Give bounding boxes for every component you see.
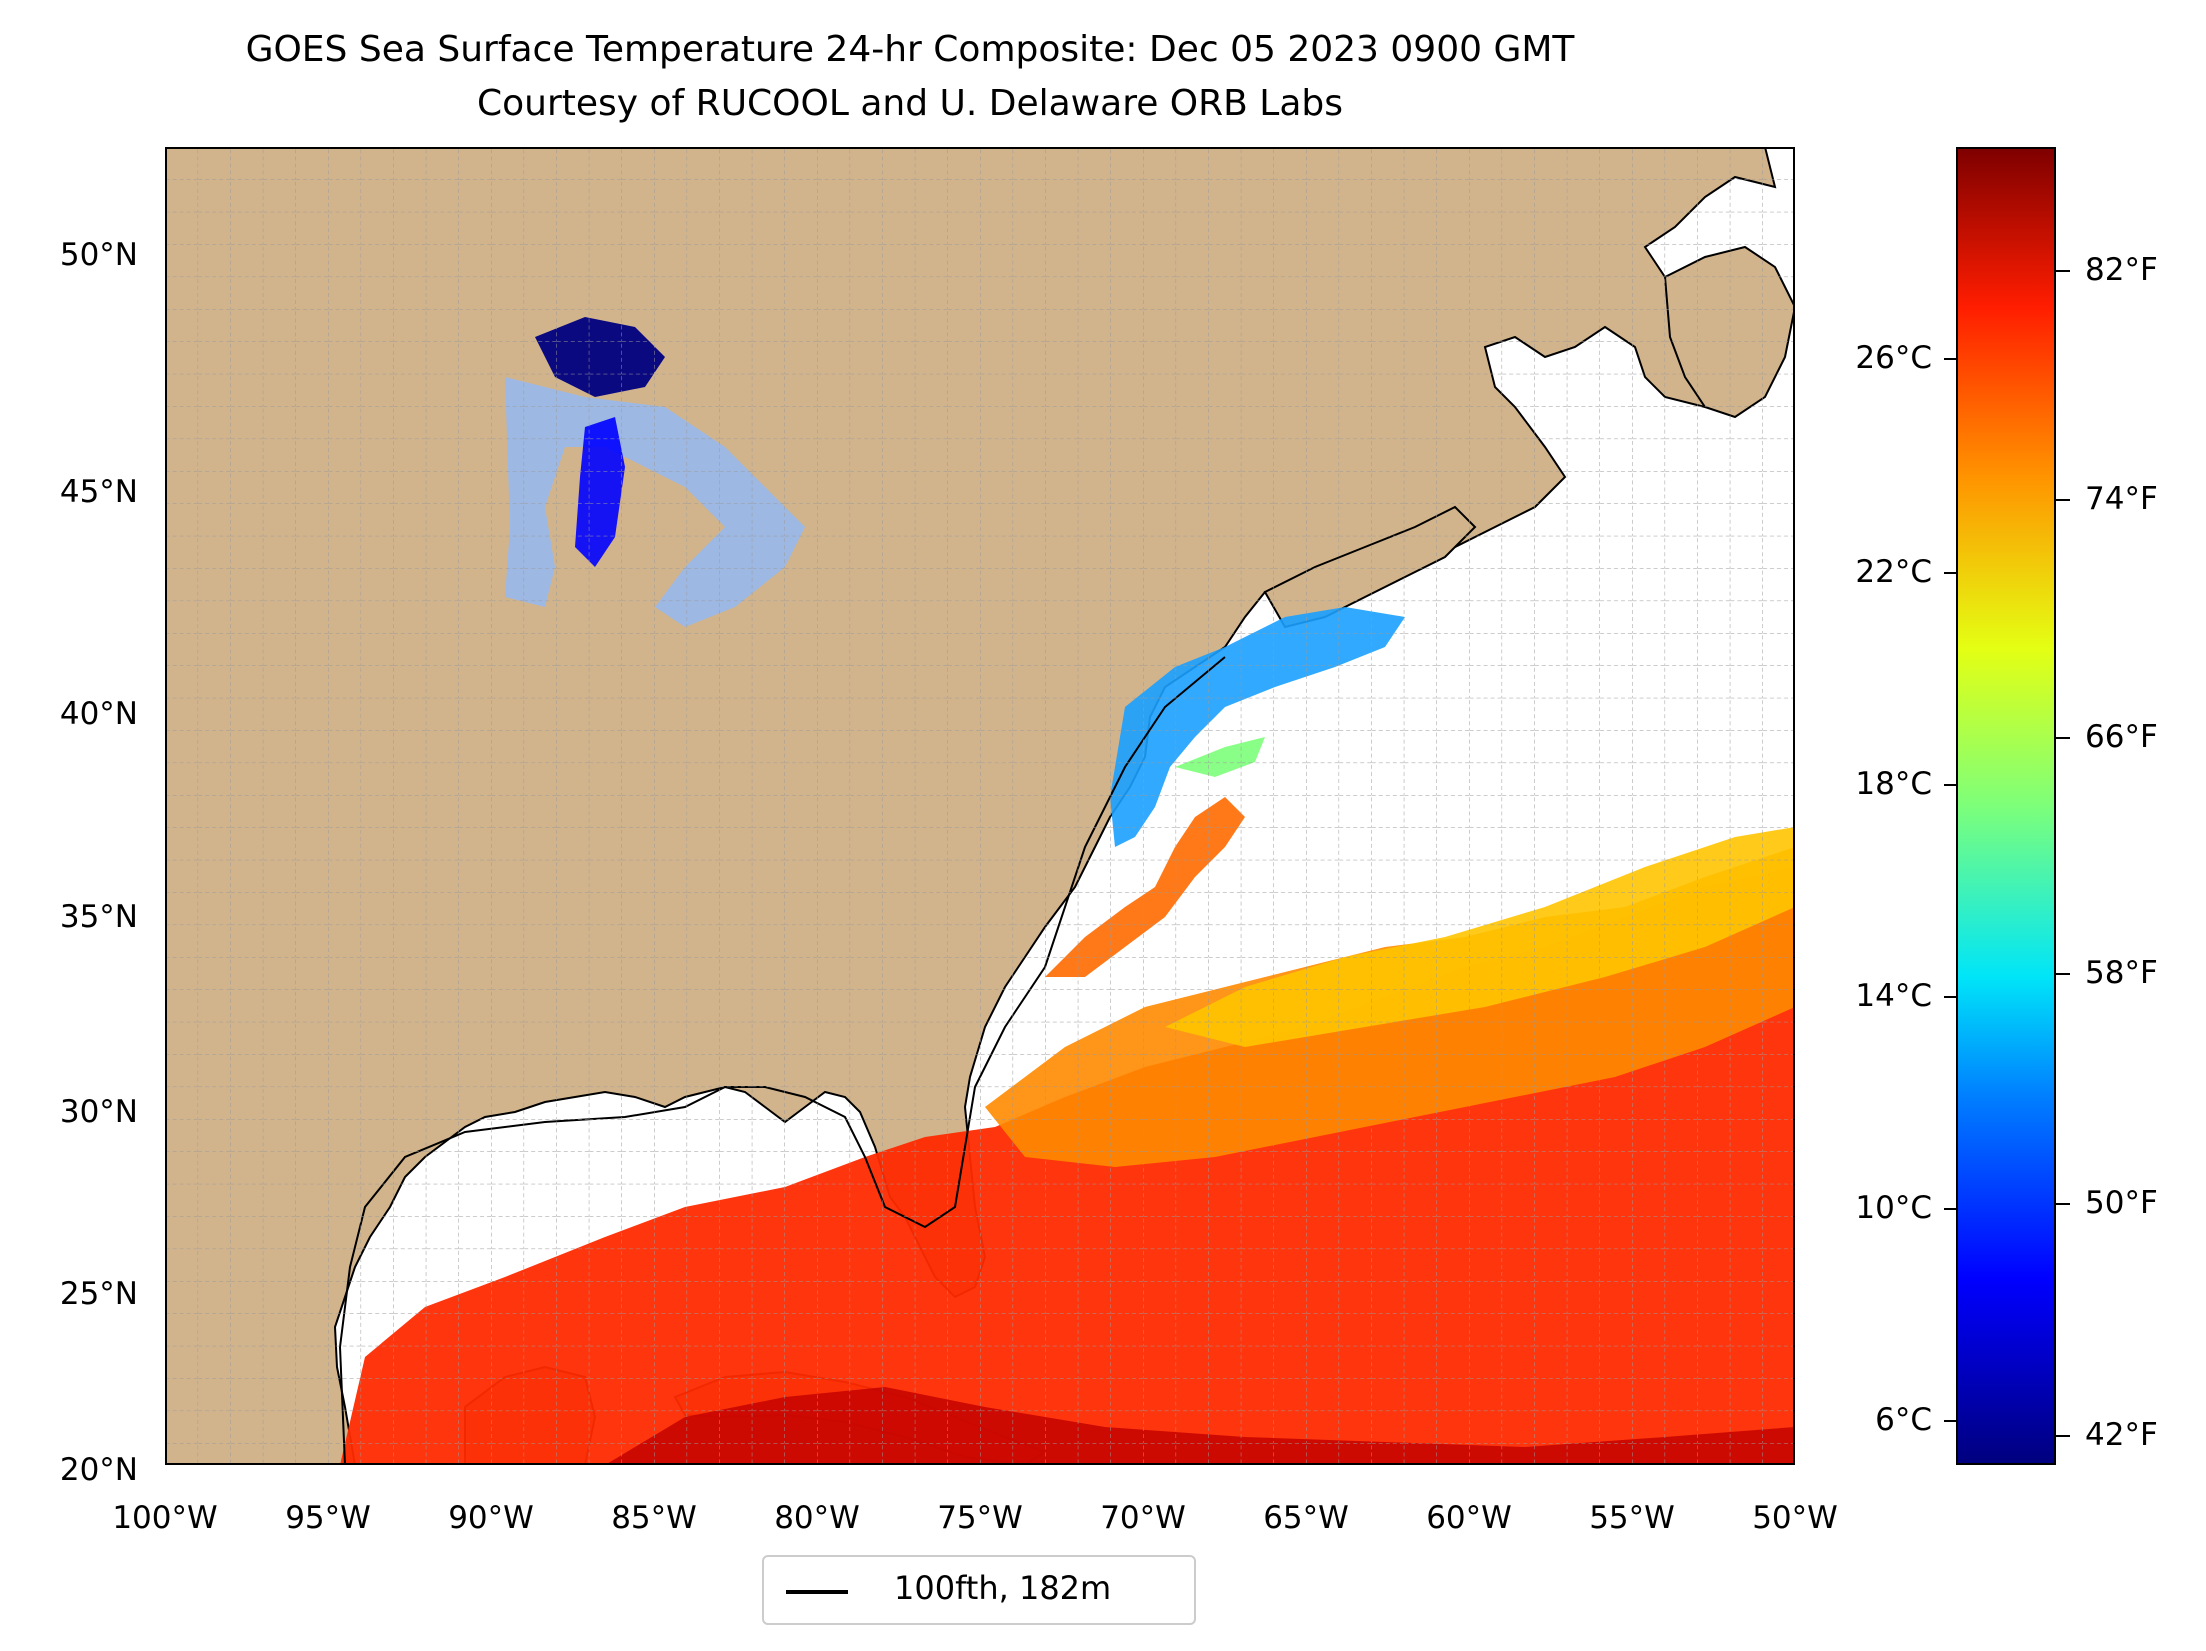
lon-tick-label: 65°W [1263, 1500, 1349, 1536]
colorbar-tickmark [2056, 1203, 2070, 1205]
lat-tick-label: 40°N [59, 696, 138, 732]
colorbar-tickmark [2056, 737, 2070, 739]
colorbar-tickmark [1944, 1208, 1958, 1210]
sst-map [164, 146, 1797, 1467]
lon-tick-label: 60°W [1426, 1500, 1512, 1536]
lon-tick-label: 55°W [1589, 1500, 1675, 1536]
lon-tick-label: 80°W [774, 1500, 860, 1536]
map-legend: 100fth, 182m [762, 1555, 1196, 1625]
colorbar-tickmark [1944, 572, 1958, 574]
colorbar-tickmark [1944, 358, 1958, 360]
lat-tick-label: 20°N [59, 1452, 138, 1488]
colorbar-celsius-label: 18°C [1855, 766, 1932, 802]
lat-tick-label: 45°N [59, 474, 138, 510]
lon-tick-label: 90°W [448, 1500, 534, 1536]
map-gridlines [165, 147, 1795, 1465]
lat-tick-label: 50°N [59, 237, 138, 273]
colorbar-fahrenheit-label: 50°F [2085, 1185, 2158, 1221]
colorbar-fahrenheit-label: 82°F [2085, 252, 2158, 288]
colorbar-celsius-label: 6°C [1875, 1402, 1932, 1438]
map-title-line-2: Courtesy of RUCOOL and U. Delaware ORB L… [476, 83, 1344, 124]
lon-tick-label: 50°W [1752, 1500, 1838, 1536]
map-border [165, 147, 1795, 1465]
map-title-line-1: GOES Sea Surface Temperature 24-hr Compo… [245, 29, 1575, 70]
colorbar-tickmark [1944, 784, 1958, 786]
lon-tick-label: 70°W [1100, 1500, 1186, 1536]
colorbar-celsius-label: 22°C [1855, 554, 1932, 590]
colorbar-tickmark [2056, 1435, 2070, 1437]
lon-tick-label: 100°W [112, 1500, 218, 1536]
colorbar-tickmark [2056, 270, 2070, 272]
colorbar-tickmark [1944, 1420, 1958, 1422]
lat-tick-label: 30°N [59, 1094, 138, 1130]
colorbar-fahrenheit-label: 42°F [2085, 1417, 2158, 1453]
lat-tick-label: 35°N [59, 899, 138, 935]
colorbar-celsius-label: 14°C [1855, 978, 1932, 1014]
colorbar-tickmark [2056, 499, 2070, 501]
lat-tick-label: 25°N [59, 1276, 138, 1312]
colorbar-celsius-label: 10°C [1855, 1190, 1932, 1226]
colorbar-fahrenheit-label: 58°F [2085, 955, 2158, 991]
lon-tick-label: 75°W [937, 1500, 1023, 1536]
lon-tick-label: 95°W [285, 1500, 371, 1536]
colorbar-tickmark [1944, 996, 1958, 998]
colorbar-tickmark [2056, 973, 2070, 975]
legend-label: 100fth, 182m [894, 1569, 1112, 1607]
colorbar-fahrenheit-label: 74°F [2085, 481, 2158, 517]
colorbar-celsius-label: 26°C [1855, 340, 1932, 376]
temperature-colorbar [1956, 147, 2056, 1465]
legend-line-swatch [786, 1590, 848, 1594]
colorbar-fahrenheit-label: 66°F [2085, 719, 2158, 755]
lon-tick-label: 85°W [611, 1500, 697, 1536]
